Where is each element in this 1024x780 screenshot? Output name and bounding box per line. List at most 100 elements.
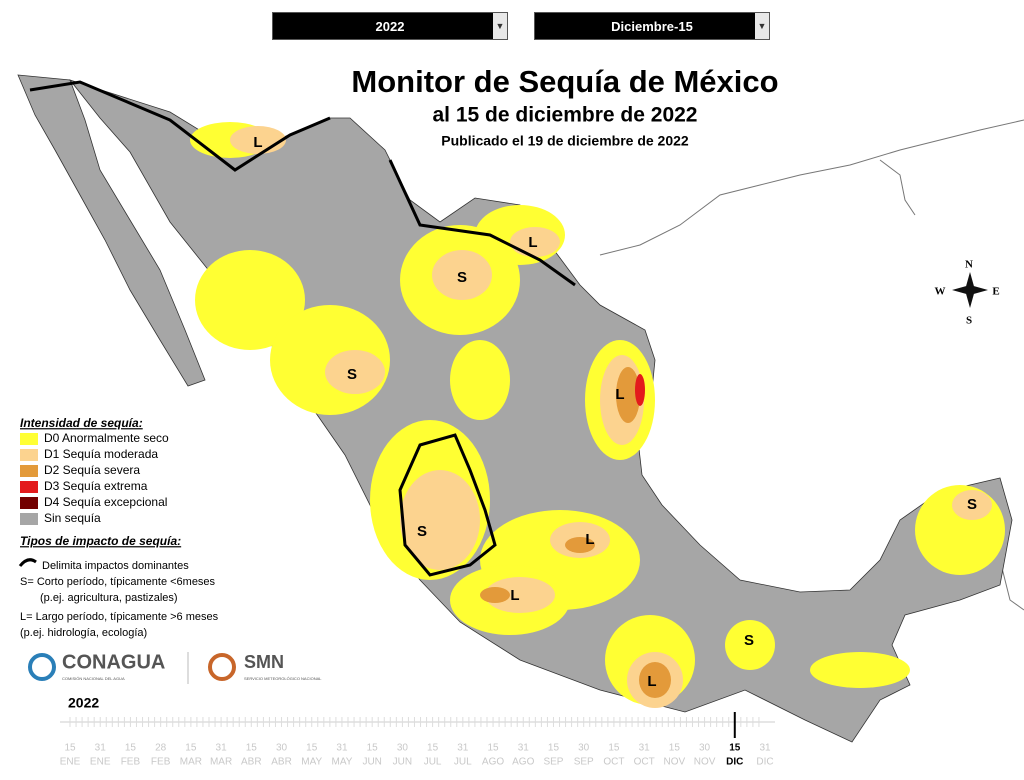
smn-icon xyxy=(208,653,236,681)
timeline-day: 15 xyxy=(306,743,318,754)
timeline-month: SEP xyxy=(574,757,594,768)
map-label: S xyxy=(417,523,427,540)
timeline-month: AGO xyxy=(482,757,504,768)
timeline-month: JUN xyxy=(362,757,381,768)
d3-area xyxy=(635,374,645,406)
timeline-day: 15 xyxy=(729,743,741,754)
timeline-month: MAR xyxy=(210,757,232,768)
legend-label: D3 Sequía extrema xyxy=(44,479,148,493)
d0-areas xyxy=(190,122,1005,705)
legend-swatch xyxy=(20,433,38,445)
timeline-month: ABR xyxy=(241,757,262,768)
dropdown-arrow: ▼ xyxy=(493,13,507,39)
impact-title: Tipos de impacto de sequía: xyxy=(20,534,181,548)
compass-letter: S xyxy=(966,315,972,327)
impact-boundaries xyxy=(29,80,576,577)
timeline-day: 31 xyxy=(639,743,651,754)
timeline-month: JUL xyxy=(424,757,442,768)
timeline-day: 30 xyxy=(578,743,590,754)
timeline-year: 2022 xyxy=(68,695,99,711)
compass-letter: W xyxy=(935,286,946,298)
compass-letter: E xyxy=(992,286,999,298)
timeline-day: 15 xyxy=(669,743,681,754)
timeline-day: 31 xyxy=(95,743,107,754)
timeline-day: 15 xyxy=(64,743,76,754)
timeline-day: 31 xyxy=(457,743,469,754)
timeline-month: OCT xyxy=(603,757,624,768)
legend-swatch xyxy=(20,449,38,461)
timeline-day: 15 xyxy=(367,743,379,754)
map-label: L xyxy=(615,386,624,403)
timeline-month: FEB xyxy=(151,757,171,768)
baja-peninsula xyxy=(17,74,206,387)
mainland xyxy=(68,79,1013,743)
timeline-day: 15 xyxy=(246,743,258,754)
timeline-day: 31 xyxy=(216,743,228,754)
timeline-month: ABR xyxy=(271,757,292,768)
timeline-month: ENE xyxy=(60,757,81,768)
timeline-month: DIC xyxy=(756,757,773,768)
timeline-month: OCT xyxy=(634,757,655,768)
map-label: L xyxy=(528,234,537,251)
dropdown-arrow: ▼ xyxy=(755,13,769,39)
legend-swatch xyxy=(20,497,38,509)
compass-rose xyxy=(952,272,988,308)
timeline-month: NOV xyxy=(664,757,686,768)
conagua-logo: CONAGUA xyxy=(62,651,165,673)
impact-boundary: Delimita impactos dominantes xyxy=(42,560,189,572)
map-label: S xyxy=(744,632,754,649)
timeline-day: 30 xyxy=(699,743,711,754)
timeline-day: 31 xyxy=(759,743,771,754)
impact-short-example: (p.ej. agricultura, pastizales) xyxy=(40,592,178,604)
timeline-day: 28 xyxy=(155,743,167,754)
timeline-month: FEB xyxy=(121,757,141,768)
subtitle: al 15 de diciembre de 2022 xyxy=(433,104,698,127)
timeline-day: 15 xyxy=(427,743,439,754)
timeline-month: MAY xyxy=(331,757,352,768)
timeline-month: DIC xyxy=(726,757,743,768)
timeline-month: MAY xyxy=(301,757,322,768)
title: Monitor de Sequía de México xyxy=(351,64,778,99)
timeline-month: SEP xyxy=(543,757,563,768)
year-dropdown[interactable]: 2022 ▼ xyxy=(272,12,508,40)
timeline-day: 31 xyxy=(518,743,530,754)
date-dropdown[interactable]: Diciembre-15 ▼ xyxy=(534,12,770,40)
map-label: L xyxy=(253,134,262,151)
legend-label: D0 Anormalmente seco xyxy=(44,431,169,445)
published: Publicado el 19 de diciembre de 2022 xyxy=(441,133,689,149)
d2-areas xyxy=(480,367,671,698)
year-value: 2022 xyxy=(375,18,405,34)
timeline-month: MAR xyxy=(180,757,202,768)
legend-label: D4 Sequía excepcional xyxy=(44,495,167,509)
impact-short: S= Corto período, típicamente <6meses xyxy=(20,576,216,588)
timeline-month: NOV xyxy=(694,757,716,768)
legend-label: Sin sequía xyxy=(44,511,101,525)
map-label: S xyxy=(347,366,357,383)
timeline-day: 15 xyxy=(125,743,137,754)
timeline-day: 15 xyxy=(608,743,620,754)
timeline-day: 15 xyxy=(548,743,560,754)
timeline-month: ENE xyxy=(90,757,111,768)
impact-long: L= Largo período, típicamente >6 meses xyxy=(20,611,219,623)
date-value: Diciembre-15 xyxy=(611,18,693,34)
timeline-day: 15 xyxy=(185,743,197,754)
legend-swatch xyxy=(20,481,38,493)
timeline-month: AGO xyxy=(512,757,534,768)
legend-title: Intensidad de sequía: xyxy=(20,416,143,430)
conagua-icon xyxy=(28,653,56,681)
smn-sub: SERVICIO METEOROLÓGICO NACIONAL xyxy=(244,676,322,681)
impact-long-example: (p.ej. hidrología, ecología) xyxy=(20,627,147,639)
map-label: S xyxy=(457,269,467,286)
map-label: L xyxy=(510,587,519,604)
conagua-sub: COMISIÓN NACIONAL DEL AGUA xyxy=(62,676,125,681)
smn-logo: SMN xyxy=(244,652,284,672)
map-label: L xyxy=(585,531,594,548)
legend-swatch xyxy=(20,513,38,525)
timeline-day: 31 xyxy=(336,743,348,754)
timeline-day: 15 xyxy=(487,743,499,754)
legend-label: D1 Sequía moderada xyxy=(44,447,158,461)
map-label: L xyxy=(647,673,656,690)
legend-label: D2 Sequía severa xyxy=(44,463,140,477)
